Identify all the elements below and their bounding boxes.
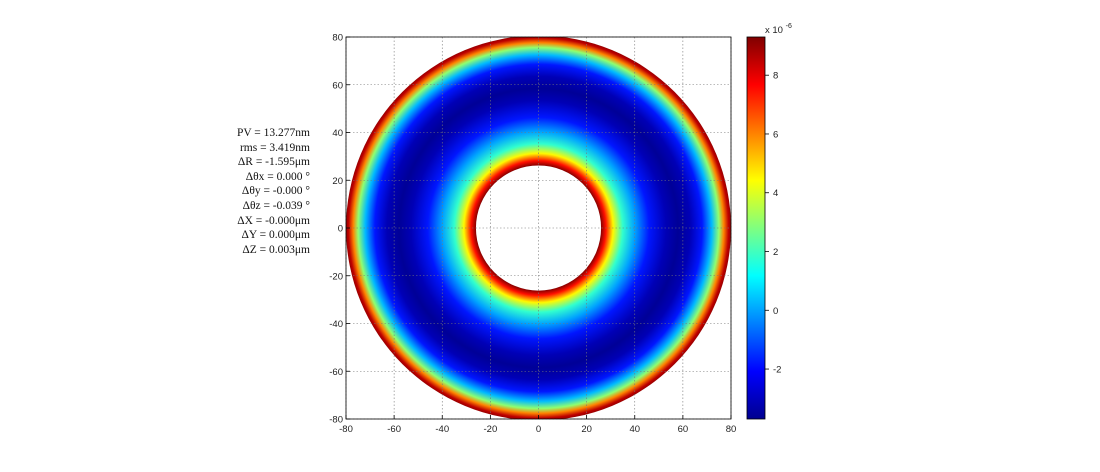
x-tick-label: 20: [581, 424, 592, 435]
colorbar-tick-label: 4: [773, 188, 778, 199]
y-tick-label: 60: [332, 80, 343, 91]
colorbar-gradient: [746, 36, 766, 420]
colorbar: -2 0 2 4 6 8 x 10 -6: [746, 23, 792, 420]
stat-line: ΔX = -0.000μm: [237, 214, 310, 227]
x-tick-label: 60: [678, 424, 689, 435]
stat-line: Δθx = 0.000 °: [245, 170, 310, 183]
x-tick-label: -60: [387, 424, 401, 435]
stat-line: ΔZ = 0.003μm: [242, 243, 310, 256]
y-tick-label: -20: [329, 271, 343, 282]
colorbar-scale-label: x 10 -6: [765, 23, 792, 36]
colorbar-tick-label: -2: [773, 365, 781, 376]
y-tick-label: -60: [329, 367, 343, 378]
y-tick-label: 0: [338, 224, 343, 235]
x-axis: -80 -60 -40 -20 0 20 40 60 80: [339, 415, 736, 435]
x-tick-label: 0: [536, 424, 541, 435]
stat-line: ΔR = -1.595μm: [237, 156, 310, 169]
y-tick-label: -80: [329, 415, 343, 426]
x-tick-label: 40: [629, 424, 640, 435]
stat-line: Δθy = -0.000 °: [241, 185, 310, 198]
y-tick-label: 20: [332, 176, 343, 187]
stat-line: PV = 13.277nm: [236, 127, 310, 139]
x-tick-label: -80: [339, 424, 353, 435]
colorbar-tick-label: 8: [773, 71, 778, 82]
colorbar-tick-label: 0: [773, 306, 778, 317]
stat-line: ΔY = 0.000μm: [241, 229, 311, 242]
x-tick-label: -20: [484, 424, 498, 435]
colorbar-tick-label: 2: [773, 247, 778, 258]
y-tick-label: -40: [329, 319, 343, 330]
y-tick-label: 40: [332, 128, 343, 139]
colorbar-ticks: -2 0 2 4 6 8: [765, 71, 781, 376]
colorbar-tick-label: 6: [773, 129, 778, 140]
y-axis: 80 60 40 20 0 -20 -40 -60 -80: [329, 33, 350, 426]
y-tick-label: 80: [332, 33, 343, 44]
fit-statistics: PV = 13.277nm rms = 3.419nm ΔR = -1.595μm Δ…: [200, 126, 310, 257]
x-tick-label: 80: [726, 424, 737, 435]
stat-line: Δθz = -0.039 °: [242, 199, 310, 212]
stat-line: rms = 3.419nm: [239, 141, 310, 154]
x-tick-label: -40: [435, 424, 449, 435]
